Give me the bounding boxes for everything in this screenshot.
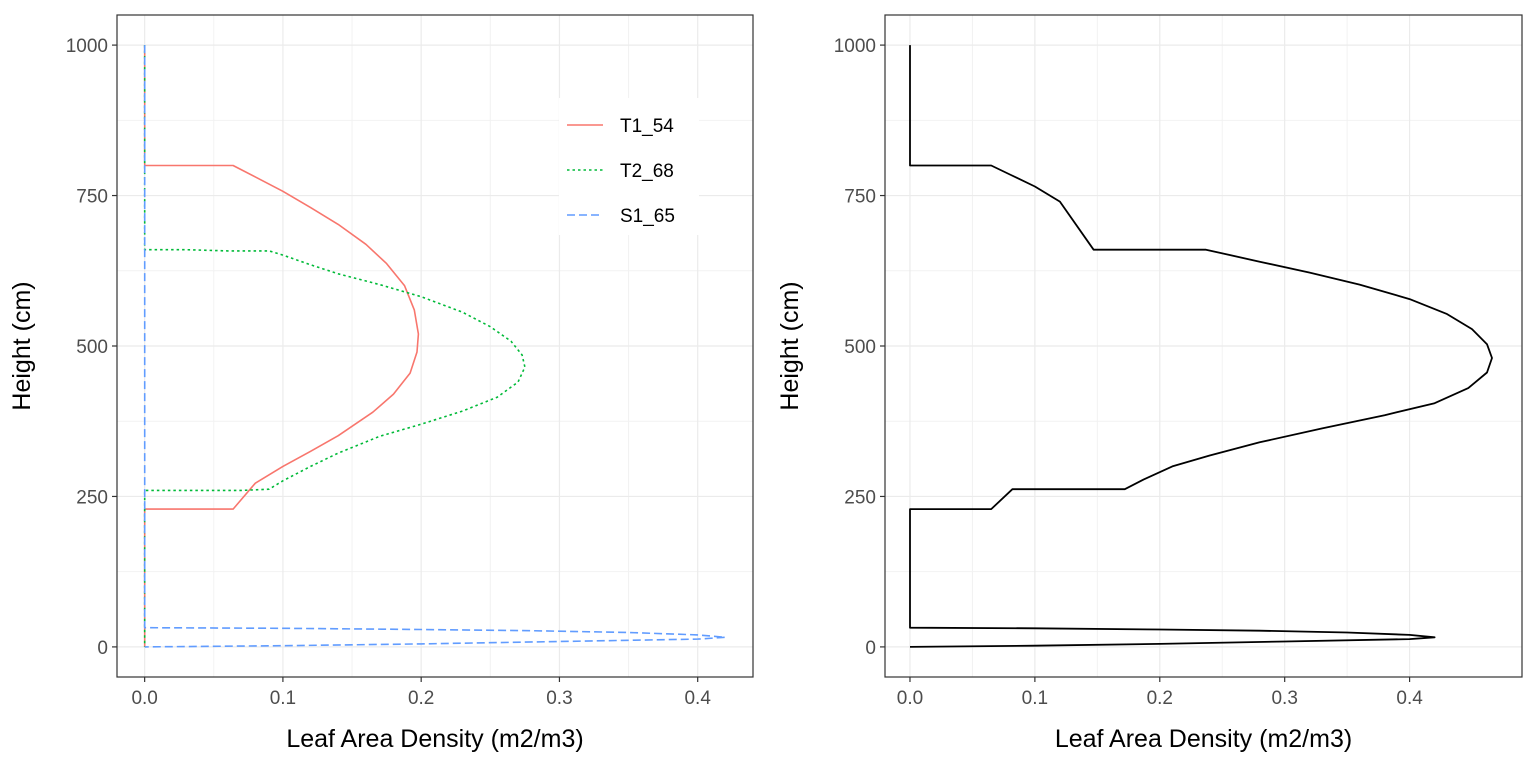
x-tick-label: 0.3 [1271, 688, 1297, 709]
y-tick-label: 750 [844, 187, 876, 208]
chart-panel-2: 0.0 0.1 0.2 0.3 0.4 0 250 500 750 1000 Leaf Area D… [776, 14, 1523, 753]
chart-panel-1: 0.0 0.1 0.2 0.3 0.4 0 250 500 750 1000 Leaf Area D… [8, 14, 754, 753]
x-tick-label: 0.4 [684, 688, 711, 709]
x-tick-label: 0.0 [897, 688, 923, 709]
x-tick-label: 0.1 [1022, 688, 1048, 709]
series-line-t2_68 [143, 45, 526, 647]
x-axis-title: Leaf Area Density (m2/m3) [1055, 725, 1352, 753]
y-axis-title: Height (cm) [776, 281, 804, 410]
x-tick-label: 0.0 [131, 688, 157, 709]
legend-label-t1_54: T1_54 [620, 116, 674, 137]
x-tick-label: 0.4 [1396, 688, 1423, 709]
y-axis-title: Height (cm) [8, 281, 36, 410]
legend-label-t2_68: T2_68 [620, 161, 674, 182]
x-tick-label: 0.1 [270, 688, 296, 709]
legend: T1_54 T2_68 S1_65 [559, 98, 699, 235]
series-line-t1_54 [143, 45, 420, 647]
x-tick-label: 0.2 [408, 688, 434, 709]
y-tick-label: 0 [97, 638, 108, 659]
y-tick-label: 500 [844, 337, 876, 358]
y-tick-label: 250 [844, 487, 876, 508]
y-tick-label: 250 [76, 487, 108, 508]
y-tick-label: 1000 [66, 36, 108, 57]
series-line-s1_65 [143, 45, 727, 648]
y-tick-label: 500 [76, 337, 108, 358]
x-tick-label: 0.3 [546, 688, 572, 709]
series-line-1 [909, 45, 1493, 648]
legend-label-s1_65: S1_65 [620, 206, 675, 227]
x-tick-label: 0.2 [1147, 688, 1173, 709]
grid [885, 15, 1522, 677]
y-tick-label: 0 [865, 638, 876, 659]
legend-background [559, 98, 699, 235]
y-tick-label: 1000 [834, 36, 876, 57]
x-axis-title: Leaf Area Density (m2/m3) [286, 725, 583, 753]
y-tick-label: 750 [76, 187, 108, 208]
